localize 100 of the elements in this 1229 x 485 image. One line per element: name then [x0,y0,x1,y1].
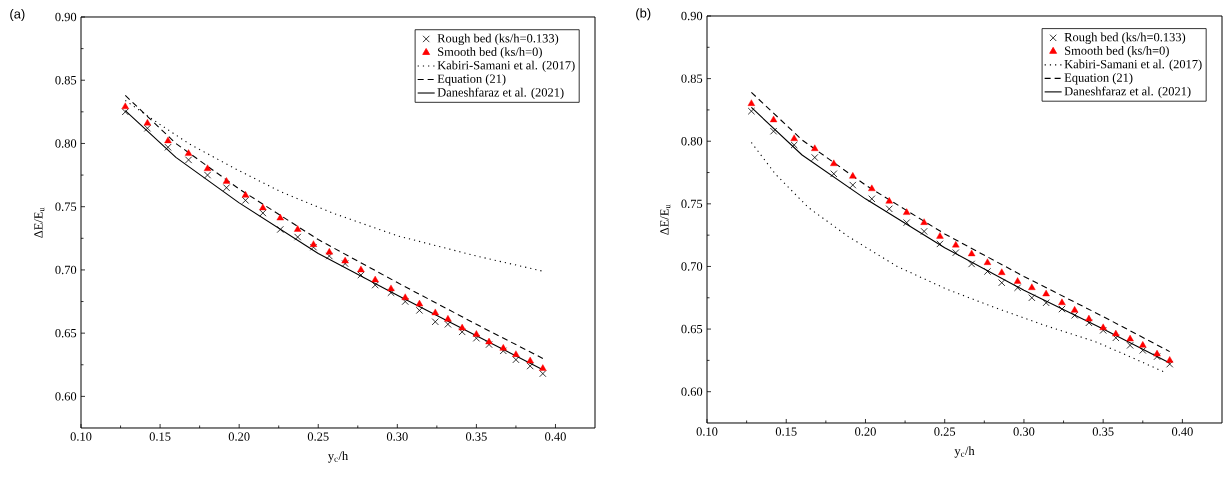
x-axis-title: y$_{c}$/h [328,451,348,463]
point [1166,360,1174,368]
point [121,108,129,116]
legend-label: Smooth bed (ks/h=0) [438,47,542,59]
point [294,233,302,241]
point [415,306,424,314]
y-tick-label: 0.65 [681,324,703,334]
point [952,249,960,257]
point [885,197,893,204]
point [868,195,876,203]
point [222,184,231,192]
point [526,362,534,370]
point [431,308,439,316]
point [1085,319,1093,327]
point [936,232,944,239]
point [357,271,365,279]
y-tick-label: 0.70 [681,262,703,271]
point [539,364,547,371]
point [1139,346,1147,354]
point [143,124,152,132]
point [526,356,534,364]
point [512,350,520,357]
point [472,334,480,342]
x-tick-label: 0.30 [1013,427,1035,436]
point [143,119,152,126]
point [499,344,507,351]
point [1099,326,1107,334]
point [1085,314,1093,322]
point [241,191,250,198]
point [357,265,365,273]
point [203,164,212,171]
y-tick-label: 0.85 [681,74,703,83]
point [998,279,1006,287]
y-tick-label: 0.75 [681,199,703,209]
legend-label: Kabiri-Samani et al. (2017) [1064,59,1202,71]
point [259,209,267,217]
x-tick-label: 0.35 [1092,427,1114,436]
x-tick-label: 0.25 [307,432,329,441]
point [1028,283,1036,290]
y-tick-label: 0.85 [55,76,77,85]
point [1166,356,1174,363]
point [849,172,857,179]
legend-label: Rough bed (ks/h=0.133) [1064,32,1186,44]
point [512,356,520,364]
point [920,218,928,225]
point [811,153,819,162]
point [747,107,755,115]
legend-label: Daneshfaraz et al. (2021) [1064,86,1191,98]
y-axis-title: ΔE/E$_{u}$ [660,204,671,235]
point [790,141,798,149]
x-tick-label: 0.10 [70,432,92,441]
point [276,225,284,234]
point [325,252,333,260]
point [747,99,756,106]
legend-label: Equation (21) [1064,73,1133,85]
point [769,115,778,123]
point [401,293,409,300]
point [1058,298,1066,305]
legend-label: Rough bed (ks/h=0.133) [437,33,559,46]
point [371,275,379,283]
point [164,143,172,151]
point [184,156,193,164]
point [769,127,778,135]
point [222,177,231,184]
point [830,159,838,166]
x-tick-label: 0.30 [386,432,408,441]
y-tick-label: 0.90 [55,12,77,22]
point [499,347,507,355]
point [387,289,395,297]
point [868,184,876,192]
y-tick-label: 0.75 [55,202,77,211]
legend-label: Equation (21) [437,74,506,86]
point [401,297,409,306]
point [903,219,911,227]
point [444,315,452,322]
point [241,196,250,204]
legend-label: Kabiri-Samani et al. (2017) [437,60,575,72]
point [485,337,493,345]
y-tick-label: 0.70 [55,265,77,275]
point [539,370,547,378]
point [276,213,284,221]
point [1153,349,1161,357]
x-tick-label: 0.40 [545,432,566,441]
point [387,284,395,292]
point [1071,311,1079,319]
point [811,144,819,151]
point [1014,284,1022,292]
point [849,181,857,189]
point [203,171,212,179]
y-tick-label: 0.60 [681,387,703,396]
point [936,240,944,248]
point [1028,294,1036,302]
y-axis-title: ΔE/E$_{u}$ [34,207,45,238]
x-tick-label: 0.15 [775,427,797,436]
point [184,149,193,156]
y-tick-label: 0.80 [55,139,77,148]
y-tick-label: 0.90 [681,11,703,21]
point [1013,277,1022,284]
point [1126,334,1134,342]
point [1126,341,1134,349]
